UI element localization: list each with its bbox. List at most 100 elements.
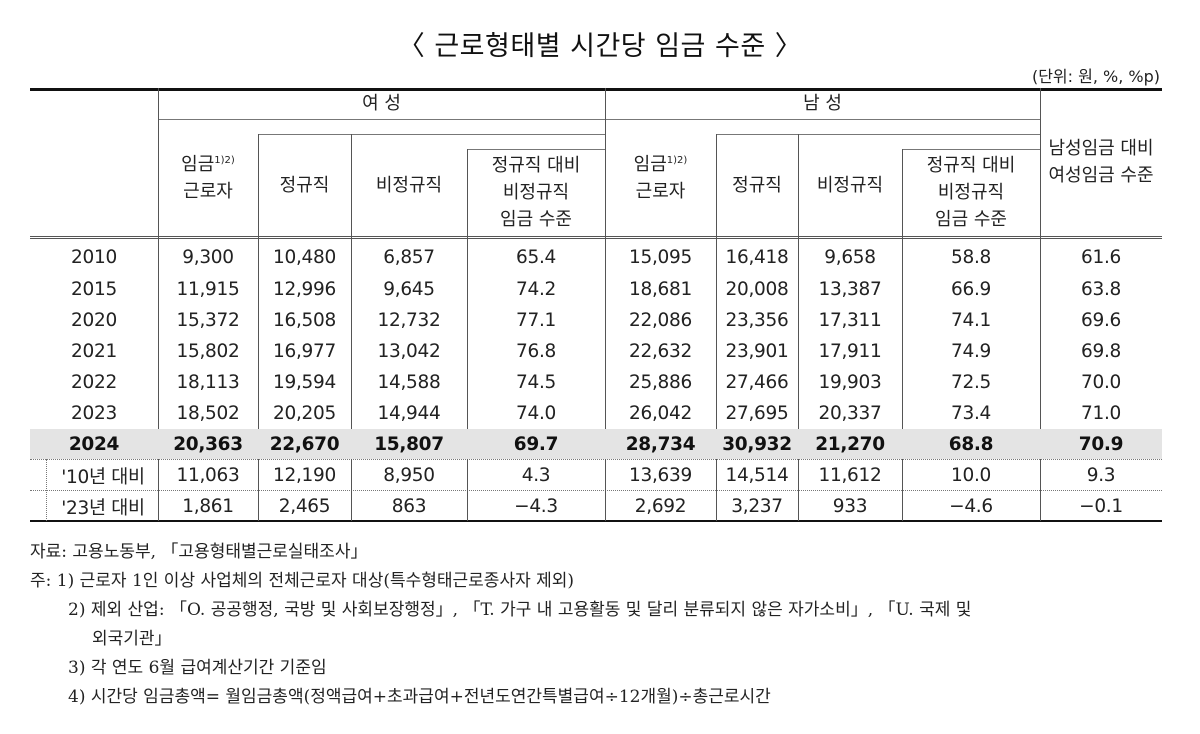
- footnote-3: 3) 각 연도 6월 급여계산기간 기준임: [68, 658, 327, 678]
- female-irregular-cell: 14,944: [377, 403, 441, 424]
- male-wage-workers-cell: 25,886: [629, 372, 692, 393]
- female-ratio-cell: 74.0: [516, 403, 556, 424]
- male-ratio-cell: 73.4: [951, 403, 991, 424]
- male-irregular-cell: 933: [832, 496, 868, 517]
- female-ratio-cell: 74.5: [516, 372, 556, 393]
- male-regular-cell: 23,356: [725, 310, 789, 331]
- header-text: 임금: [181, 153, 215, 175]
- group-header-rule: [158, 119, 1040, 120]
- female-ratio-cell: 4.3: [521, 465, 551, 486]
- bottom-rule: [30, 520, 1162, 522]
- vrule-m3: [902, 149, 903, 521]
- female-regular-cell: 16,508: [273, 310, 336, 331]
- male-ratio-cell: 68.8: [948, 434, 994, 455]
- table-row: 2023 18,502 20,205 14,944 74.0 26,042 27,695 20…: [30, 398, 1162, 429]
- male-regular-header: 정규직: [732, 174, 782, 196]
- table-row: 2020 15,372 16,508 12,732 77.1 22,086 23,356 17…: [30, 305, 1162, 336]
- header-text: 정규직 대비: [926, 155, 1016, 176]
- female-regular-cell: 20,205: [273, 403, 336, 424]
- female-regular-cell: 19,594: [273, 372, 336, 393]
- male-regular-cell: 23,901: [725, 341, 789, 362]
- footnote-1: 주: 1) 근로자 1인 이상 사업체의 전체근로자 대상(특수형태근로종사자 …: [30, 571, 575, 591]
- gender-gap-cell: 63.8: [1081, 279, 1121, 300]
- male-ratio-header: 정규직 대비 비정규직 임금 수준: [902, 149, 1040, 236]
- vrule-dotted-indent: [46, 459, 47, 521]
- footnote-2-cont: 외국기관」: [92, 629, 172, 649]
- wage-table: 여 성 남 성 임금1)2) 근로자 정규직 비정규직 정규직 대비 비정규직 …: [30, 88, 1162, 522]
- table-title: 〈 근로형태별 시간당 임금 수준 〉: [397, 31, 803, 62]
- header-text: 근로자: [183, 180, 233, 202]
- female-wage-workers-cell: 11,063: [176, 465, 240, 486]
- header-text: 근로자: [635, 180, 686, 202]
- female-wage-workers-cell: 1,861: [182, 496, 234, 517]
- female-wage-workers-cell: 20,363: [173, 434, 243, 455]
- vrule-gender-split: [605, 88, 606, 521]
- row-label-cell: 2024: [68, 434, 120, 455]
- male-irregular-cell: 17,311: [818, 310, 882, 331]
- male-ratio-cell: 72.5: [951, 372, 991, 393]
- female-regular-cell: 12,996: [273, 279, 336, 300]
- table-row: 2010 9,300 10,480 6,857 65.4 15,095 16,418 9,65…: [30, 242, 1162, 273]
- male-regular-cell: 14,514: [725, 465, 789, 486]
- row-label-cell: 2021: [71, 341, 117, 362]
- male-ratio-cell: 10.0: [951, 465, 991, 486]
- male-irregular-cell: 9,658: [824, 247, 876, 268]
- male-wage-workers-cell: 22,632: [629, 341, 692, 362]
- male-irregular-cell: 13,387: [818, 279, 882, 300]
- female-wage-workers-cell: 15,802: [176, 341, 240, 362]
- male-ratio-cell: −4.6: [949, 496, 993, 517]
- header-text: 비정규직: [502, 182, 570, 203]
- male-wage-workers-cell: 28,734: [625, 434, 696, 455]
- vrule-m1: [716, 134, 717, 521]
- male-irregular-cell: 11,612: [818, 465, 882, 486]
- female-ratio-cell: 76.8: [516, 341, 556, 362]
- header-text: 비정규직: [937, 182, 1005, 203]
- female-ratio-cell: 69.7: [513, 434, 559, 455]
- female-irregular-cell: 9,645: [383, 279, 435, 300]
- footnote-2: 2) 제외 산업: 「O. 공공행정, 국방 및 사회보장행정」, 「T. 가구…: [68, 600, 972, 620]
- row-label-cell: 2015: [71, 279, 117, 300]
- gender-gap-cell: 69.8: [1081, 341, 1121, 362]
- vrule-ratio: [1040, 88, 1041, 521]
- female-wage-workers-cell: 18,113: [176, 372, 240, 393]
- male-regular-cell: 27,466: [725, 372, 789, 393]
- female-irregular-cell: 12,732: [377, 310, 441, 331]
- header-text: 임금: [633, 153, 667, 175]
- dotted-rule-1: [30, 459, 1162, 460]
- row-label-cell: 2022: [71, 372, 117, 393]
- gender-gap-cell: 61.6: [1081, 247, 1121, 268]
- gender-gap-header: 남성임금 대비 여성임금 수준: [1040, 88, 1162, 236]
- female-regular-cell: 10,480: [273, 247, 336, 268]
- header-text: 여성임금 수준: [1048, 165, 1154, 186]
- female-wage-workers-cell: 11,915: [176, 279, 240, 300]
- female-wage-workers-cell: 15,372: [176, 310, 240, 331]
- table-row: '23년 대비 1,861 2,465 863 −4.3 2,692 3,237 933 −4.…: [30, 491, 1162, 522]
- female-ratio-cell: −4.3: [514, 496, 558, 517]
- row-label-cell: '10년 대비: [61, 466, 145, 488]
- source-note: 자료: 고용노동부, 「고용형태별근로실태조사」: [30, 542, 368, 562]
- female-irregular-cell: 15,807: [374, 434, 444, 455]
- female-ratio-cell: 74.2: [516, 279, 556, 300]
- vrule-f3: [467, 149, 468, 521]
- female-wage-workers-cell: 9,300: [182, 247, 234, 268]
- table-row: 2015 11,915 12,996 9,645 74.2 18,681 20,008 13,…: [30, 274, 1162, 305]
- male-wage-workers-cell: 15,095: [629, 247, 692, 268]
- row-label-cell: 2010: [71, 247, 117, 268]
- male-regular-cell: 27,695: [725, 403, 789, 424]
- male-ratio-cell: 66.9: [951, 279, 991, 300]
- female-group-header: 여 성: [362, 93, 401, 114]
- male-wage-worker-header: 임금1)2) 근로자: [605, 119, 716, 236]
- header-text: 정규직 대비: [491, 155, 581, 176]
- table-row: 2022 18,113 19,594 14,588 74.5 25,886 27,466 19…: [30, 367, 1162, 398]
- header-text: 임금 수준: [935, 209, 1007, 230]
- row-label-cell: '23년 대비: [61, 497, 145, 519]
- male-irregular-cell: 19,903: [818, 372, 882, 393]
- male-irregular-cell: 21,270: [815, 434, 885, 455]
- male-regular-cell: 16,418: [725, 247, 789, 268]
- vrule-m2: [798, 134, 799, 521]
- female-ratio-cell: 77.1: [516, 310, 556, 331]
- header-bottom-rule: [30, 236, 1162, 239]
- male-wage-workers-cell: 26,042: [629, 403, 692, 424]
- table-row: 2024 20,363 22,670 15,807 69.7 28,734 30,932 21…: [30, 429, 1162, 459]
- male-regular-cell: 30,932: [722, 434, 792, 455]
